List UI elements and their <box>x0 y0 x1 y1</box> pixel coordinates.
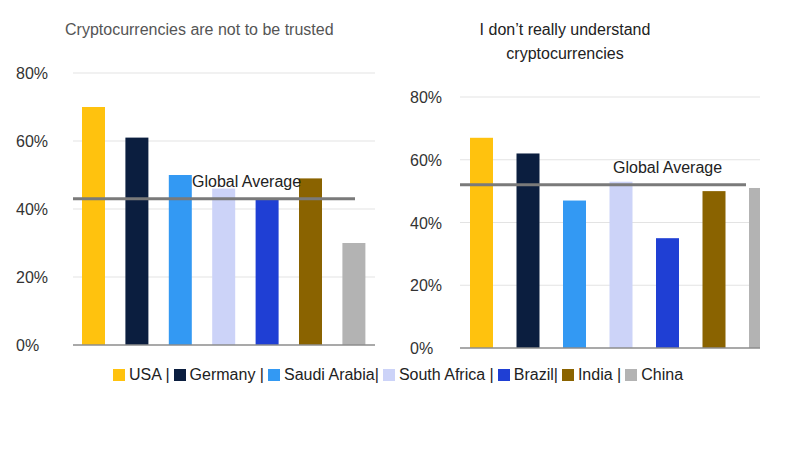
legend-label: USA | <box>129 366 170 384</box>
bar <box>517 153 540 348</box>
page: 0% 20% 40% 60% 80% Global Average 0% 20% 40% 60% 8… <box>0 0 800 450</box>
legend-item: Germany | <box>174 366 264 384</box>
legend: USA | Germany | Saudi Arabia| South Africa … <box>0 366 800 384</box>
legend-swatch <box>174 369 186 381</box>
bar <box>212 189 235 345</box>
y-tick-label: 80% <box>16 65 48 82</box>
grid-line <box>73 141 375 142</box>
legend-swatch <box>562 369 574 381</box>
x-axis-line <box>73 344 375 346</box>
y-tick-label: 0% <box>410 340 433 357</box>
bar <box>342 243 365 345</box>
bar <box>256 199 279 345</box>
legend-swatch <box>625 369 637 381</box>
legend-item: Saudi Arabia| <box>268 366 379 384</box>
bars <box>82 107 365 345</box>
bar <box>470 138 493 348</box>
chart-1: 0% 20% 40% 60% 80% Global Average <box>410 89 772 357</box>
y-tick-label: 40% <box>410 215 442 232</box>
global-average-line <box>73 197 355 200</box>
legend-item: Brazil| <box>498 366 558 384</box>
legend-label: South Africa | <box>399 366 494 384</box>
y-tick-label: 60% <box>410 152 442 169</box>
bar <box>563 201 586 348</box>
bar <box>82 107 105 345</box>
bar <box>610 182 633 348</box>
legend-label: Saudi Arabia| <box>284 366 379 384</box>
legend-swatch <box>498 369 510 381</box>
y-tick-label: 80% <box>410 89 442 106</box>
bar <box>125 138 148 345</box>
bar <box>169 175 192 345</box>
legend-swatch <box>113 369 125 381</box>
legend-item: China <box>625 366 683 384</box>
bar <box>656 238 679 348</box>
y-tick-label: 60% <box>16 133 48 150</box>
y-tick-label: 20% <box>410 277 442 294</box>
bar <box>749 188 760 348</box>
legend-label: Germany | <box>190 366 264 384</box>
legend-label: India | <box>578 366 621 384</box>
legend-item: South Africa | <box>383 366 494 384</box>
legend-label: China <box>641 366 683 384</box>
global-average-line <box>460 183 746 186</box>
y-tick-label: 20% <box>16 269 48 286</box>
bars <box>470 138 760 348</box>
grid-line <box>73 73 375 74</box>
grid-line <box>460 97 760 98</box>
legend-swatch <box>383 369 395 381</box>
bar <box>299 178 322 345</box>
legend-item: India | <box>562 366 621 384</box>
global-average-label: Global Average <box>613 159 722 176</box>
bar <box>703 191 726 348</box>
global-average-label: Global Average <box>192 173 301 190</box>
legend-item: USA | <box>113 366 170 384</box>
legend-swatch <box>268 369 280 381</box>
legend-label: Brazil| <box>514 366 558 384</box>
chart-title: I don’t really understand cryptocurrenci… <box>465 18 665 66</box>
y-tick-label: 40% <box>16 201 48 218</box>
x-axis-line <box>460 347 760 349</box>
chart-0: 0% 20% 40% 60% 80% Global Average <box>16 65 375 354</box>
y-tick-label: 0% <box>16 337 39 354</box>
chart-title: Cryptocurrencies are not to be trusted <box>65 18 385 42</box>
